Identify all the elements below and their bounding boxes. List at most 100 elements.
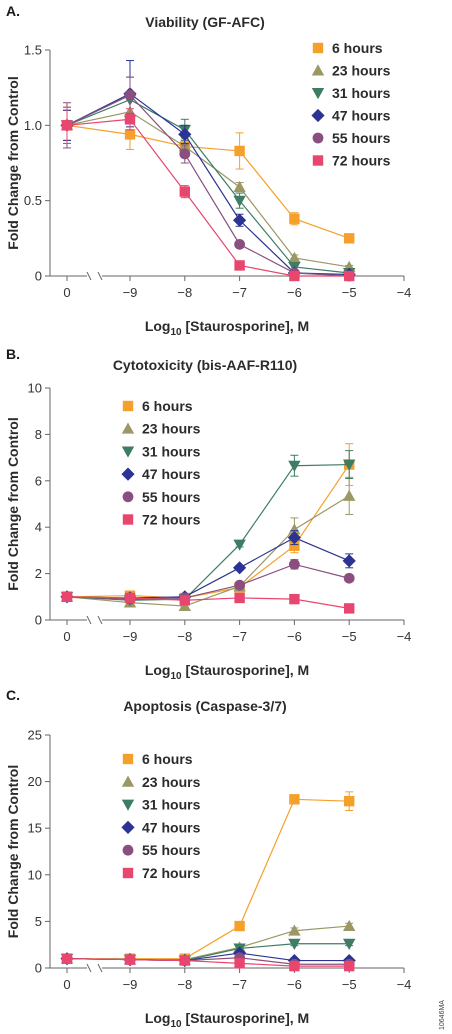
legend-label: 31 hours — [142, 797, 201, 813]
legend-marker — [311, 64, 325, 76]
data-point-marker — [288, 938, 301, 950]
data-point-marker — [288, 460, 301, 472]
x-axis-title-subscript: 10 — [170, 1019, 182, 1030]
axis-break-mark — [86, 615, 92, 625]
legend-marker — [122, 753, 134, 765]
legend-item: 31 hours — [121, 797, 201, 813]
data-point-marker — [289, 270, 300, 282]
legend-label: 72 hours — [332, 153, 391, 169]
data-point-marker — [233, 213, 247, 227]
y-axis-title: Fold Change from Control — [5, 76, 21, 249]
panel-letter: B. — [6, 346, 20, 362]
x-tick-label: 0 — [63, 629, 70, 644]
legend-item: 55 hours — [122, 842, 201, 858]
data-point-marker — [61, 953, 73, 964]
legend-label: 47 hours — [142, 819, 201, 835]
y-tick-label: 10 — [28, 381, 42, 396]
x-axis-title-suffix: [Staurosporine], M — [182, 318, 310, 334]
data-point-marker — [124, 954, 136, 965]
x-axis-title: Log10 [Staurosporine], M — [145, 318, 309, 338]
legend-label: 23 hours — [142, 421, 201, 437]
data-point-marker — [342, 554, 356, 568]
y-tick-label: 1.5 — [24, 43, 42, 58]
legend-label: 47 hours — [332, 108, 391, 124]
legend-item: 72 hours — [122, 865, 201, 881]
data-point-marker — [234, 238, 246, 250]
series-line — [66, 94, 350, 277]
legend-label: 6 hours — [332, 40, 383, 56]
legend-marker — [311, 88, 325, 100]
data-series — [61, 591, 355, 614]
data-point-marker — [289, 593, 300, 605]
x-axis-title-suffix: [Staurosporine], M — [182, 662, 310, 678]
data-point-marker — [234, 145, 245, 157]
data-point-marker — [124, 114, 136, 125]
data-point-marker — [234, 920, 245, 932]
data-point-marker — [288, 251, 301, 263]
x-tick-label: −6 — [287, 977, 302, 992]
data-series — [61, 953, 355, 972]
x-tick-label: 0 — [63, 285, 70, 300]
data-point-marker — [179, 955, 190, 966]
data-point-marker — [288, 924, 301, 936]
series-line — [66, 495, 350, 607]
legend-label: 23 hours — [332, 63, 391, 79]
legend-marker — [121, 775, 135, 787]
y-tick-label: 15 — [28, 821, 42, 836]
data-point-marker — [343, 459, 356, 471]
legend-item: 72 hours — [312, 153, 391, 169]
y-tick-label: 6 — [35, 473, 42, 488]
x-tick-label: −9 — [123, 977, 138, 992]
x-tick-label: −5 — [342, 977, 357, 992]
legend-marker — [121, 820, 135, 834]
legend-item: 23 hours — [121, 421, 201, 437]
legend-label: 31 hours — [332, 85, 391, 101]
y-tick-label: 25 — [28, 728, 42, 743]
data-point-marker — [289, 213, 300, 224]
data-point-marker — [344, 795, 355, 807]
y-tick-label: 0 — [35, 269, 42, 284]
data-series — [60, 60, 356, 282]
data-series — [60, 938, 356, 967]
chart-title: Cytotoxicity (bis-AAF-R110) — [113, 357, 297, 373]
data-point-marker — [344, 603, 355, 614]
chart-panel: B. Cytotoxicity (bis-AAF-R110) 0 2 4 6 8 10 Fold… — [5, 346, 411, 682]
y-tick-label: 0 — [35, 961, 42, 976]
x-tick-label: −5 — [342, 285, 357, 300]
series-line — [66, 596, 350, 609]
y-tick-label: 0 — [35, 613, 42, 628]
x-axis-title-subscript: 10 — [170, 671, 182, 682]
legend-item: 6 hours — [312, 40, 383, 56]
legend-label: 6 hours — [142, 398, 193, 414]
x-tick-label: −7 — [232, 285, 247, 300]
data-point-marker — [234, 579, 246, 591]
y-tick-label: 8 — [35, 427, 42, 442]
legend-marker — [122, 844, 134, 856]
data-point-marker — [343, 572, 355, 584]
series-line — [66, 464, 350, 599]
x-tick-label: −7 — [232, 977, 247, 992]
series-line — [66, 925, 350, 961]
panel-letter: C. — [6, 687, 20, 703]
legend-label: 55 hours — [142, 489, 201, 505]
data-point-marker — [124, 592, 136, 604]
x-tick-label: −4 — [397, 629, 412, 644]
legend-marker — [312, 155, 324, 166]
data-point-marker — [287, 531, 301, 545]
legend-label: 6 hours — [142, 751, 193, 767]
legend-item: 23 hours — [121, 774, 201, 790]
legend-marker — [121, 446, 135, 458]
data-point-marker — [289, 960, 300, 972]
legend-item: 55 hours — [312, 130, 391, 146]
data-point-marker — [344, 960, 355, 972]
legend-marker — [312, 132, 324, 144]
x-tick-label: −6 — [287, 629, 302, 644]
legend-item: 6 hours — [122, 398, 193, 414]
legend-item: 6 hours — [122, 751, 193, 767]
data-point-marker — [233, 561, 247, 575]
legend-marker — [122, 491, 134, 503]
series-line — [66, 99, 350, 274]
x-tick-label: −8 — [177, 977, 192, 992]
legend-item: 23 hours — [311, 63, 391, 79]
catalog-code: 10646MA — [439, 1000, 446, 1030]
